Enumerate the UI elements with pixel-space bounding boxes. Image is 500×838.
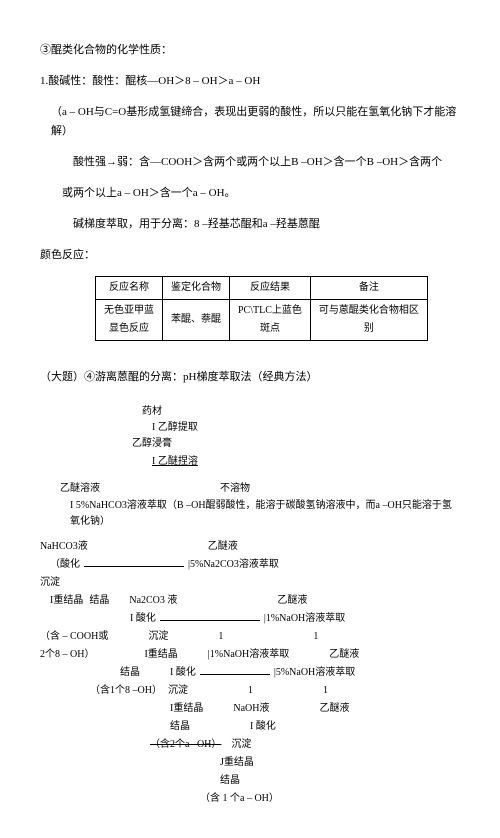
- sec1-line1: （a – OH与C=O基形成氢键缔合，表现出更弱的酸性，所以只能在氢氧化钠下才能…: [51, 103, 460, 143]
- th-compound: 鉴定化合物: [163, 277, 230, 300]
- td-result: PC\TLC上蓝色 斑点: [230, 300, 311, 341]
- td-compound: 苯醌、萘醌: [163, 300, 230, 341]
- th-result: 反应结果: [230, 277, 311, 300]
- td-note: 可与蒽醌类化合物相区 别: [310, 300, 427, 341]
- sec1-line4: 碱梯度萃取，用于分离：8 –羟基芯醌和a –羟基蒽醌: [73, 215, 460, 235]
- flow-ethanol-paste: 乙醇浸膏: [132, 436, 460, 452]
- th-name: 反应名称: [96, 277, 163, 300]
- nahco3-extract: I 5%NaHCO3溶液萃取（B –OH醌弱酸性，能溶于碳酸氢钠溶液中，而a –…: [70, 498, 460, 530]
- color-reaction-title: 颜色反应：: [40, 246, 460, 266]
- sec1-title: 1.酸碱性：酸性：醌核—OH＞8 – OH＞a – OH: [40, 72, 460, 92]
- sec1-line3: 或两个以上a – OH＞含一个a – OH。: [62, 184, 460, 204]
- sec1-line2: 酸性强→弱：含—COOH＞含两个或两个以上B –OH＞含一个B –OH＞含两个: [73, 153, 460, 173]
- separation-tree: NaHCO3液 乙醚液 （酸化 |5%Na2CO3溶液萃取 沉淀 I重结晶 结晶…: [40, 538, 460, 808]
- th-note: 备注: [310, 277, 427, 300]
- flow-ethanol-extract: I 乙醇提取: [152, 420, 460, 436]
- flow-yaocai: 药材: [142, 404, 460, 420]
- insoluble: 不溶物: [220, 480, 250, 498]
- flow-chart: 药材 I 乙醇提取 乙醇浸膏 I 乙醚捏溶: [62, 404, 460, 472]
- td-name: 无色亚甲蓝 显色反应: [96, 300, 163, 341]
- flow-ether-dissolve: I 乙醚捏溶: [152, 454, 198, 470]
- ether-solution: 乙醚溶液: [60, 480, 100, 498]
- color-reaction-table: 反应名称 鉴定化合物 反应结果 备注 无色亚甲蓝 显色反应 苯醌、萘醌 PC\T…: [95, 276, 428, 341]
- heading-quinone-props: ③醌类化合物的化学性质：: [40, 41, 460, 61]
- big-title: （大题）④游离蒽醌的分离：pH梯度萃取法（经典方法）: [40, 368, 460, 388]
